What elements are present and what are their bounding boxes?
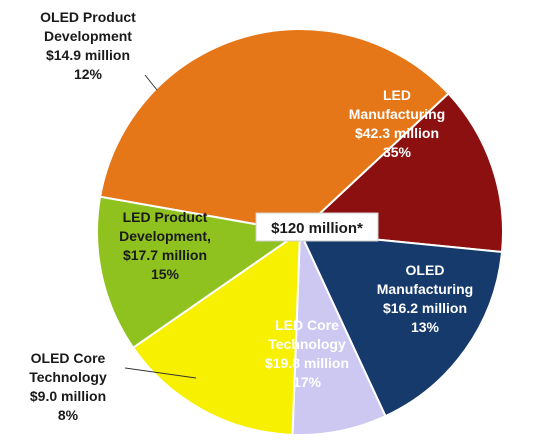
center-total: $120 million*	[255, 212, 379, 242]
slice-label-0-line-1: Manufacturing	[349, 106, 445, 122]
slice-label-3: OLED Core Technology $9.0 million 8%	[29, 350, 107, 423]
pie-slice-5	[96, 195, 303, 350]
slice-label-1-line-1: Manufacturing	[377, 281, 473, 297]
slice-label-5-line-2: $14.9 million	[46, 47, 130, 63]
leader-line-3	[124, 367, 197, 379]
slice-label-2-line-0: LED Core	[275, 317, 339, 333]
slice-label-1-line-2: $16.2 million	[383, 300, 467, 316]
slice-label-4-line-0: LED Product	[123, 209, 208, 225]
pie-slices	[96, 28, 504, 436]
pie-slice-4	[131, 230, 302, 436]
slice-label-5-line-0: OLED Product	[40, 9, 136, 25]
slice-label-3-line-2: $9.0 million	[30, 388, 106, 404]
slice-label-3-line-1: Technology	[29, 369, 107, 385]
slice-labels: LED Manufacturing $42.3 million 35% OLED Manu…	[29, 9, 473, 423]
slice-label-2: LED Core Technology $19.8 million 17%	[265, 317, 349, 390]
slice-label-5-line-3: 12%	[74, 66, 103, 82]
pie-slice-2	[298, 230, 504, 418]
pie-slice-0	[98, 28, 450, 234]
pie-slice-3	[291, 231, 387, 436]
slice-label-2-line-2: $19.8 million	[265, 355, 349, 371]
slice-label-1-line-0: OLED	[406, 262, 445, 278]
slice-label-4-line-1: Development,	[119, 228, 211, 244]
slice-label-2-line-3: 17%	[293, 374, 322, 390]
slice-label-4-line-3: 15%	[151, 266, 180, 282]
center-total-label: $120 million*	[271, 220, 363, 237]
slice-label-1: OLED Manufacturing $16.2 million 13%	[377, 262, 473, 335]
slice-label-4-line-2: $17.7 million	[123, 247, 207, 263]
slice-label-0-line-3: 35%	[383, 144, 412, 160]
slice-label-1-line-3: 13%	[411, 319, 440, 335]
slice-label-3-line-0: OLED Core	[31, 350, 106, 366]
slice-label-3-line-3: 8%	[58, 407, 79, 423]
slice-label-4: LED Product Development, $17.7 million 15%	[119, 209, 211, 282]
slice-label-2-line-1: Technology	[268, 336, 346, 352]
center-total-box	[255, 212, 379, 242]
leader-line-5	[144, 74, 158, 91]
pie-slice-1	[297, 92, 504, 254]
slice-label-0-line-0: LED	[383, 87, 411, 103]
slice-label-0-line-2: $42.3 million	[355, 125, 439, 141]
slice-label-0: LED Manufacturing $42.3 million 35%	[349, 87, 445, 160]
slice-label-5-line-1: Development	[44, 28, 132, 44]
slice-label-5: OLED Product Development $14.9 million 12%	[40, 9, 136, 82]
